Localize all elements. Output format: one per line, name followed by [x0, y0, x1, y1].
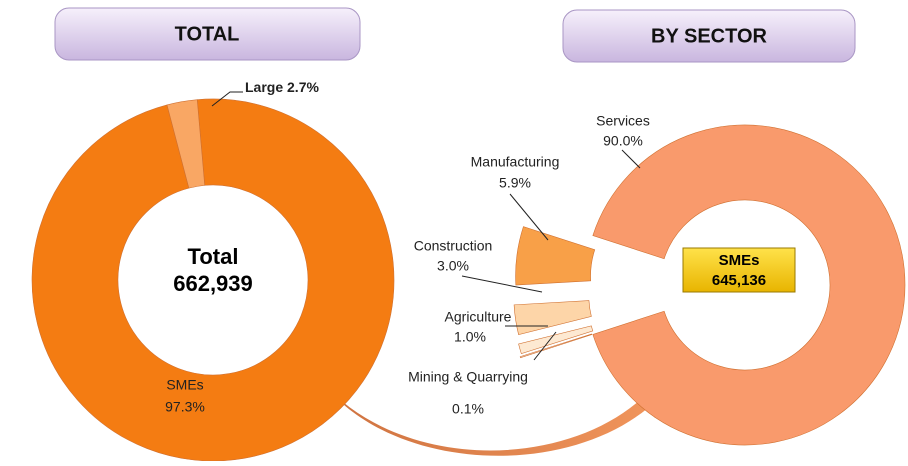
donut-slice — [518, 325, 594, 355]
value-label: 3.0% — [437, 258, 469, 274]
flow-arrow — [322, 382, 664, 456]
center-label: 662,939 — [173, 271, 253, 296]
leader-line — [533, 331, 557, 361]
leader-line — [211, 91, 243, 107]
title-box — [54, 7, 361, 61]
category-label: Construction — [414, 238, 493, 254]
value-label: 0.1% — [452, 401, 484, 417]
center-label: 645,136 — [712, 272, 766, 289]
category-label: Large — [245, 79, 283, 95]
value-label: 97.3% — [165, 399, 205, 415]
category-label: Manufacturing — [471, 154, 560, 170]
leader-line — [461, 275, 543, 293]
category-label: Agriculture — [445, 309, 512, 325]
title-box — [562, 9, 856, 63]
slice-label: Large 2.7% — [245, 79, 319, 95]
donut-slice — [515, 226, 596, 286]
value-label: 1.0% — [454, 329, 486, 345]
value-label: 2.7% — [287, 79, 319, 95]
leader-line — [509, 193, 549, 241]
donut-slice — [592, 124, 906, 446]
category-label: Mining & Quarrying — [408, 369, 528, 385]
donut-slice — [519, 333, 593, 359]
chart-title: BY SECTOR — [651, 25, 768, 47]
donut-slice — [166, 99, 206, 189]
center-box — [682, 247, 796, 293]
leader-line — [621, 149, 641, 169]
center-label: SMEs — [719, 252, 760, 269]
chart-title: TOTAL — [175, 23, 240, 45]
category-label: SMEs — [166, 377, 203, 393]
category-label: Services — [596, 113, 650, 129]
center-label: Total — [188, 244, 239, 269]
value-label: 5.9% — [499, 175, 531, 191]
donut-slice — [31, 98, 395, 462]
value-label: 90.0% — [603, 133, 643, 149]
